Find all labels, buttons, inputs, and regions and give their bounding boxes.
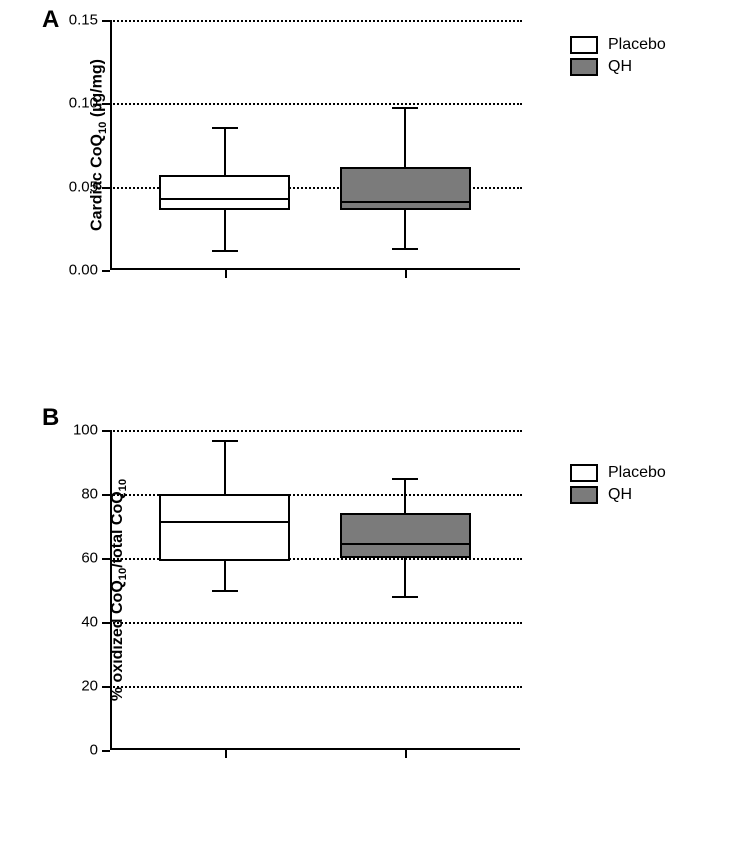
legend-b-label-placebo: Placebo — [608, 464, 666, 482]
ytick-label: 0.00 — [69, 262, 110, 279]
chart-b-yaxis — [110, 430, 112, 750]
legend-a: Placebo QH — [570, 32, 720, 80]
chart-a-yaxis — [110, 20, 112, 270]
swatch-qh — [570, 58, 598, 76]
panel-b-label: B — [42, 404, 59, 432]
box — [340, 167, 471, 210]
legend-a-label-qh: QH — [608, 58, 632, 76]
chart-b-plot: 020406080100 — [110, 430, 520, 750]
whisker-cap-lower — [212, 590, 238, 592]
box — [340, 513, 471, 558]
boxplot-placebo — [159, 430, 290, 750]
whisker-cap-upper — [392, 478, 418, 480]
whisker-cap-upper — [392, 107, 418, 109]
whisker-lower — [224, 210, 226, 250]
legend-b: Placebo QH — [570, 460, 720, 508]
panel-a-label: A — [42, 6, 59, 34]
xtick — [225, 750, 227, 758]
whisker-lower — [224, 561, 226, 590]
chart-b: % oxidized CoQ10/total CoQ10 02040608010… — [110, 430, 520, 750]
whisker-upper — [404, 478, 406, 513]
whisker-lower — [404, 210, 406, 248]
legend-b-label-qh: QH — [608, 486, 632, 504]
ytick-label: 40 — [81, 614, 110, 631]
whisker-cap-upper — [212, 127, 238, 129]
boxplot-qh — [340, 20, 471, 270]
whisker-cap-upper — [212, 440, 238, 442]
whisker-cap-lower — [212, 250, 238, 252]
whisker-upper — [404, 107, 406, 167]
chart-a-plot: 0.000.050.100.15 — [110, 20, 520, 270]
median-line — [342, 201, 469, 203]
whisker-cap-lower — [392, 248, 418, 250]
median-line — [161, 198, 288, 200]
legend-a-label-placebo: Placebo — [608, 36, 666, 54]
legend-a-item-qh: QH — [570, 58, 720, 76]
ytick-label: 60 — [81, 550, 110, 567]
whisker-cap-lower — [392, 596, 418, 598]
boxplot-qh — [340, 430, 471, 750]
legend-b-item-qh: QH — [570, 486, 720, 504]
legend-b-item-placebo: Placebo — [570, 464, 720, 482]
ytick-label: 100 — [73, 422, 110, 439]
whisker-lower — [404, 558, 406, 596]
ytick-label: 0 — [90, 742, 110, 759]
median-line — [161, 521, 288, 523]
whisker-upper — [224, 440, 226, 494]
xtick — [405, 750, 407, 758]
ytick-label: 0.05 — [69, 178, 110, 195]
ytick-label: 0.10 — [69, 95, 110, 112]
figure-page: A B Placebo QH Placebo QH Cardiac CoQ10 … — [0, 0, 737, 849]
swatch-placebo — [570, 464, 598, 482]
boxplot-placebo — [159, 20, 290, 270]
chart-a-ylabel: Cardiac CoQ10 (µg/mg) — [89, 59, 109, 231]
ytick-label: 80 — [81, 486, 110, 503]
xtick — [225, 270, 227, 278]
ytick-label: 0.15 — [69, 12, 110, 29]
xtick — [405, 270, 407, 278]
ytick-label: 20 — [81, 678, 110, 695]
box — [159, 175, 290, 210]
swatch-placebo — [570, 36, 598, 54]
swatch-qh — [570, 486, 598, 504]
median-line — [342, 543, 469, 545]
box — [159, 494, 290, 561]
legend-a-item-placebo: Placebo — [570, 36, 720, 54]
whisker-upper — [224, 127, 226, 175]
chart-a: Cardiac CoQ10 (µg/mg) 0.000.050.100.15 — [110, 20, 520, 270]
